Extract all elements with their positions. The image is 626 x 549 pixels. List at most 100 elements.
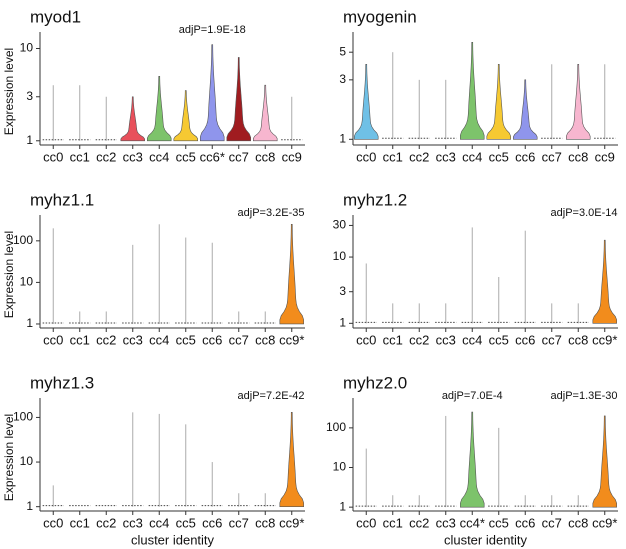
x-tick-label: cc2 (96, 149, 116, 164)
x-tick-label: cc9* (592, 515, 617, 530)
violin (147, 75, 172, 142)
annotation: adjP=3.0E-14 (551, 207, 618, 219)
x-tick-label: cc4 (149, 149, 169, 164)
x-tick-label: cc6* (200, 149, 225, 164)
x-tick-label: cc8 (255, 515, 275, 530)
x-tick-label: cc8 (568, 332, 588, 347)
violin (513, 79, 538, 140)
x-tick-label: cc1 (70, 332, 90, 347)
x-tick-label: cc5 (176, 332, 196, 347)
violin (592, 415, 617, 508)
y-tick-label: 1 (339, 131, 346, 145)
x-tick-label: cc4 (462, 149, 482, 164)
x-tick-label: cc1 (70, 149, 90, 164)
violin (279, 412, 304, 507)
panel-title: myhz1.2 (343, 190, 407, 209)
x-tick-label: cc6 (515, 332, 535, 347)
x-tick-label: cc6 (515, 149, 535, 164)
y-tick-label: 100 (13, 410, 33, 424)
x-tick-label: cc2 (96, 332, 116, 347)
violin (460, 411, 485, 508)
x-tick-label: cc8 (255, 332, 275, 347)
y-tick-label: 1 (339, 315, 346, 329)
violin (486, 63, 511, 140)
y-tick-label: 10 (20, 454, 34, 468)
y-tick-label: 10 (20, 275, 34, 289)
annotation: adjP=3.2E-35 (238, 207, 305, 219)
x-tick-label: cc4 (149, 515, 169, 530)
x-tick-label: cc5 (489, 332, 509, 347)
x-tick-label: cc0 (43, 332, 63, 347)
y-tick-label: 3 (26, 89, 33, 103)
x-tick-label: cc3 (436, 515, 456, 530)
x-tick-label: cc4* (460, 515, 485, 530)
x-tick-label: cc4 (462, 332, 482, 347)
violin (120, 96, 145, 142)
x-tick-label: cc2 (409, 149, 429, 164)
y-tick-label: 30 (333, 218, 347, 232)
x-tick-label: cc0 (356, 332, 376, 347)
x-tick-label: cc3 (123, 515, 143, 530)
x-tick-label: cc8 (255, 149, 275, 164)
violin (460, 42, 485, 140)
x-tick-label: cc7 (542, 149, 562, 164)
x-tick-label: cc5 (176, 149, 196, 164)
x-tick-label: cc6 (515, 515, 535, 530)
y-tick-label: 3 (339, 284, 346, 298)
violin (253, 84, 278, 142)
x-tick-label: cc2 (409, 332, 429, 347)
x-tick-label: cc4 (149, 332, 169, 347)
x-tick-label: cc3 (436, 149, 456, 164)
x-tick-label: cc9 (282, 149, 302, 164)
x-tick-label: cc7 (229, 332, 249, 347)
annotation: adjP=1.3E-30 (551, 390, 618, 402)
y-tick-label: 1 (339, 499, 346, 513)
annotation: adjP=1.9E-18 (179, 24, 246, 36)
x-axis-label: cluster identity (444, 532, 528, 547)
x-tick-label: cc6 (202, 515, 222, 530)
x-tick-label: cc5 (489, 149, 509, 164)
x-tick-label: cc3 (436, 332, 456, 347)
annotation: adjP=7.2E-42 (238, 390, 305, 402)
y-tick-label: 1 (26, 499, 33, 513)
y-tick-label: 100 (13, 233, 33, 247)
violin (592, 239, 617, 324)
y-tick-label: 100 (326, 420, 346, 434)
violin (173, 90, 198, 142)
x-tick-label: cc0 (356, 149, 376, 164)
x-tick-label: cc1 (383, 332, 403, 347)
y-axis-label: Expression level (2, 48, 16, 135)
panel-title: myhz2.0 (343, 373, 407, 392)
y-tick-label: 10 (333, 249, 347, 263)
x-tick-label: cc9 (595, 149, 615, 164)
x-tick-label: cc9* (279, 332, 304, 347)
x-axis-label: cluster identity (131, 532, 215, 547)
y-tick-label: 1 (26, 133, 33, 147)
violin (226, 57, 251, 142)
y-axis-label: Expression level (2, 414, 16, 501)
y-tick-label: 3 (339, 72, 346, 86)
x-tick-label: cc7 (229, 149, 249, 164)
annotation: adjP=7.0E-4 (442, 390, 503, 402)
x-tick-label: cc0 (356, 515, 376, 530)
x-tick-label: cc2 (96, 515, 116, 530)
x-tick-label: cc1 (70, 515, 90, 530)
x-tick-label: cc3 (123, 149, 143, 164)
x-tick-label: cc0 (43, 515, 63, 530)
y-tick-label: 10 (20, 41, 34, 55)
violin (354, 63, 379, 140)
y-axis-label: Expression level (2, 231, 16, 318)
violin (566, 63, 591, 140)
y-tick-label: 1 (26, 316, 33, 330)
panel-title: myhz1.3 (30, 373, 94, 392)
x-tick-label: cc9* (279, 515, 304, 530)
x-tick-label: cc2 (409, 515, 429, 530)
x-tick-label: cc0 (43, 149, 63, 164)
x-tick-label: cc8 (568, 149, 588, 164)
x-tick-label: cc1 (383, 515, 403, 530)
y-tick-label: 5 (339, 44, 346, 58)
x-tick-label: cc9* (592, 332, 617, 347)
x-tick-label: cc3 (123, 332, 143, 347)
violin (200, 44, 225, 142)
x-tick-label: cc5 (176, 515, 196, 530)
